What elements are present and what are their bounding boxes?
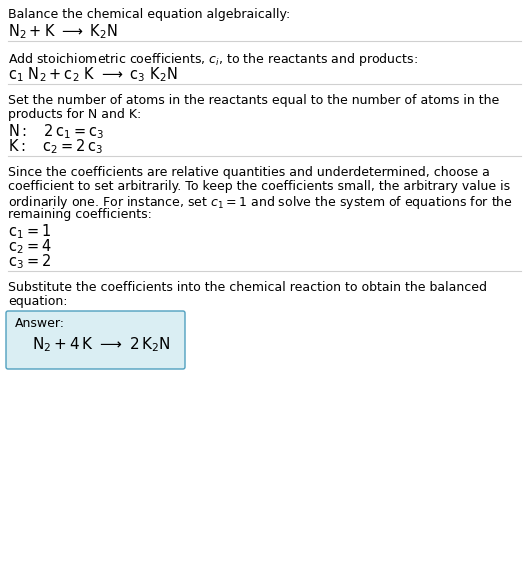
Text: Substitute the coefficients into the chemical reaction to obtain the balanced: Substitute the coefficients into the che… (8, 281, 487, 294)
Text: Answer:: Answer: (15, 317, 65, 330)
Text: Add stoichiometric coefficients, $c_i$, to the reactants and products:: Add stoichiometric coefficients, $c_i$, … (8, 51, 418, 68)
Text: $\mathrm{c_1\ N_2 + c_2\ K\ \longrightarrow\ c_3\ K_2N}$: $\mathrm{c_1\ N_2 + c_2\ K\ \longrightar… (8, 65, 178, 84)
Text: $\mathrm{N_2 + K\ \longrightarrow\ K_2N}$: $\mathrm{N_2 + K\ \longrightarrow\ K_2N}… (8, 22, 118, 41)
Text: $\mathrm{K{:}\ \ \ c_2 = 2\,c_3}$: $\mathrm{K{:}\ \ \ c_2 = 2\,c_3}$ (8, 137, 103, 156)
Text: Since the coefficients are relative quantities and underdetermined, choose a: Since the coefficients are relative quan… (8, 166, 490, 179)
Text: products for N and K:: products for N and K: (8, 108, 141, 121)
Text: $\mathrm{N_2 + 4\,K\ \longrightarrow\ 2\,K_2N}$: $\mathrm{N_2 + 4\,K\ \longrightarrow\ 2\… (32, 335, 171, 354)
Text: equation:: equation: (8, 295, 68, 308)
Text: coefficient to set arbitrarily. To keep the coefficients small, the arbitrary va: coefficient to set arbitrarily. To keep … (8, 180, 510, 193)
FancyBboxPatch shape (6, 311, 185, 369)
Text: $\mathrm{N{:}\ \ \ 2\,c_1 = c_3}$: $\mathrm{N{:}\ \ \ 2\,c_1 = c_3}$ (8, 122, 104, 141)
Text: ordinarily one. For instance, set $c_1 = 1$ and solve the system of equations fo: ordinarily one. For instance, set $c_1 =… (8, 194, 513, 211)
Text: $\mathrm{c_2 = 4}$: $\mathrm{c_2 = 4}$ (8, 237, 51, 256)
Text: remaining coefficients:: remaining coefficients: (8, 208, 152, 221)
Text: $\mathrm{c_1 = 1}$: $\mathrm{c_1 = 1}$ (8, 222, 51, 241)
Text: $\mathrm{c_3 = 2}$: $\mathrm{c_3 = 2}$ (8, 252, 51, 270)
Text: Set the number of atoms in the reactants equal to the number of atoms in the: Set the number of atoms in the reactants… (8, 94, 499, 107)
Text: Balance the chemical equation algebraically:: Balance the chemical equation algebraica… (8, 8, 290, 21)
